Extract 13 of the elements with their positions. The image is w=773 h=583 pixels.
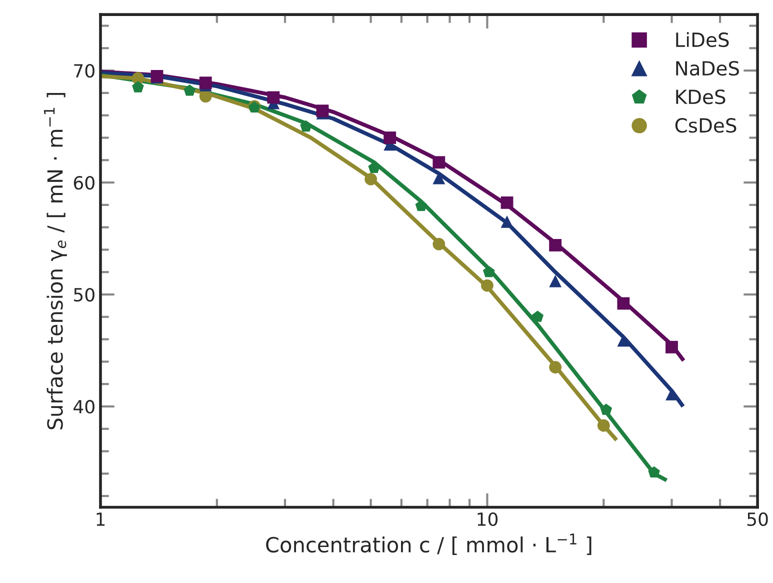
y-tick-label: 60 [74,176,94,190]
x-tick-label: 10 [478,512,498,526]
y-tick-label: 50 [74,288,94,302]
legend-label: KDeS [676,90,726,104]
legend-label: LiDeS [676,32,729,48]
y-axis-title: Surface tension γ$_{e}$ / [ mN · m$^{−1}$ ] [44,92,67,430]
y-tick-label: 70 [74,64,94,78]
legend-label: CsDeS [675,118,736,133]
x-tick-label: 1 [96,512,105,526]
x-tick-label: 50 [747,512,768,526]
legend-label: NaDeS [676,60,739,76]
x-axis-title: Concentration c / [ mmol · L$^{−1}$ ] [266,534,592,556]
y-tick-label: 40 [74,400,94,414]
